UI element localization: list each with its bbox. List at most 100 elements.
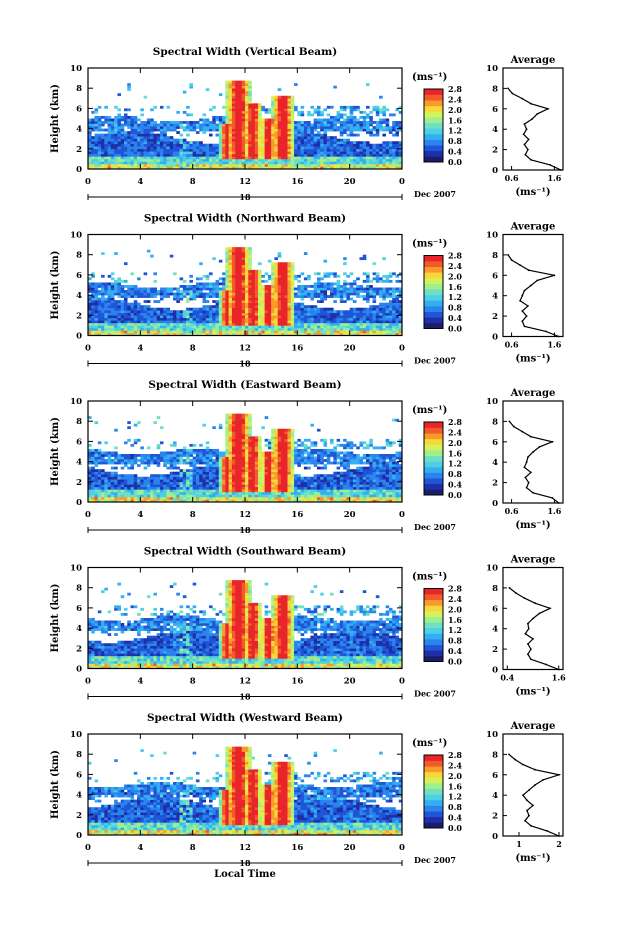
heatmap-cell [261, 298, 265, 301]
heatmap-cell [183, 325, 187, 328]
heatmap-cell [98, 303, 102, 306]
heatmap-cell [189, 482, 193, 485]
heatmap-cell [340, 151, 344, 154]
heatmap-cell [235, 285, 239, 288]
heatmap-cell [346, 124, 350, 127]
heatmap-cell [108, 298, 112, 301]
heatmap-cell [199, 124, 203, 127]
heatmap-cell [216, 149, 220, 152]
heatmap-cell [376, 111, 380, 114]
heatmap-cell [265, 126, 269, 129]
heatmap-cell [137, 320, 141, 323]
heatmap-cell [147, 300, 151, 303]
heatmap-cell [131, 139, 135, 142]
heatmap-cell [157, 484, 161, 487]
heatmap-cell [278, 290, 282, 293]
heatmap-cell [314, 121, 318, 124]
heatmap-cell [167, 313, 171, 316]
profile-point [528, 269, 530, 271]
heatmap-cell [193, 449, 197, 452]
heatmap-cell [363, 116, 367, 119]
heatmap-cell [212, 313, 216, 316]
colorbar-tick-label: 2.8 [448, 84, 462, 94]
heatmap-cell [111, 126, 115, 129]
heatmap-cell [281, 288, 285, 291]
heatmap-cell [180, 149, 184, 152]
heatmap-cell [124, 303, 128, 306]
heatmap-cell [330, 161, 334, 164]
heatmap-cell [327, 272, 331, 275]
heatmap-cell [350, 318, 354, 321]
heatmap-cell [189, 151, 193, 154]
heatmap-cell [281, 320, 285, 323]
heatmap-cell [284, 328, 288, 331]
heatmap-cell [127, 88, 131, 91]
heatmap-cell [232, 154, 236, 157]
heatmap-cell [235, 293, 239, 296]
heatmap-cell [180, 330, 184, 333]
heatmap-cell [144, 293, 148, 296]
heatmap-cell [252, 323, 256, 326]
heatmap-cell [252, 313, 256, 316]
heatmap-cell [310, 134, 314, 137]
heatmap-cell [248, 305, 252, 308]
heatmap-cell [376, 277, 380, 280]
heatmap-cell [379, 320, 383, 323]
heatmap-cell [222, 126, 226, 129]
heatmap-cell [180, 325, 184, 328]
heatmap-cell [124, 116, 128, 119]
heatmap-cell [304, 320, 308, 323]
heatmap-cell [163, 131, 167, 134]
heatmap-cell [307, 113, 311, 116]
heatmap-cell [376, 275, 380, 278]
heatmap-cell [189, 454, 193, 457]
heatmap-cell [117, 323, 121, 326]
x-tick-label: 8 [190, 344, 196, 354]
heatmap-cell [333, 295, 337, 298]
x-tick-label: 16 [291, 177, 303, 187]
heatmap-cell [261, 330, 265, 333]
heatmap-cell [238, 310, 242, 313]
heatmap-cell [278, 275, 282, 278]
heatmap-cell [124, 464, 128, 467]
heatmap-cell [209, 124, 213, 127]
heatmap-cell [356, 156, 360, 159]
heatmap-cell [268, 119, 272, 122]
heatmap-cell [153, 295, 157, 298]
heatmap-cell [170, 121, 174, 124]
heatmap-cell [117, 454, 121, 457]
heatmap-cell [297, 310, 301, 313]
heatmap-cell [95, 305, 99, 308]
heatmap-cell [124, 154, 128, 157]
heatmap-cell [382, 144, 386, 147]
heatmap-cell [261, 154, 265, 157]
heatmap-cell [202, 497, 206, 500]
heatmap-cell [297, 141, 301, 144]
heatmap-cell [359, 151, 363, 154]
heatmap-cell [225, 285, 229, 288]
heatmap-cell [337, 315, 341, 318]
heatmap-cell [376, 161, 380, 164]
heatmap-cell [104, 139, 108, 142]
heatmap-cell [98, 452, 102, 455]
x-tick-label: 4 [137, 177, 143, 187]
heatmap-cell [307, 320, 311, 323]
heatmap-cell [235, 310, 239, 313]
heatmap-cell [389, 323, 393, 326]
heatmap-cell [255, 119, 259, 122]
heatmap-cell [170, 320, 174, 323]
heatmap-cell [111, 320, 115, 323]
heatmap-cell [252, 126, 256, 129]
heatmap-cell [235, 275, 239, 278]
heatmap-cell [196, 459, 200, 462]
heatmap-cell [248, 313, 252, 316]
heatmap-cell [163, 293, 167, 296]
heatmap-cell [376, 126, 380, 129]
profile-x-tick-label: 0.6 [505, 173, 519, 183]
heatmap-cell [340, 149, 344, 152]
heatmap-cell [134, 330, 138, 333]
heatmap-cell [137, 149, 141, 152]
heatmap-cell [310, 106, 314, 109]
heatmap-cell [238, 270, 242, 273]
heatmap-cell [291, 298, 295, 301]
